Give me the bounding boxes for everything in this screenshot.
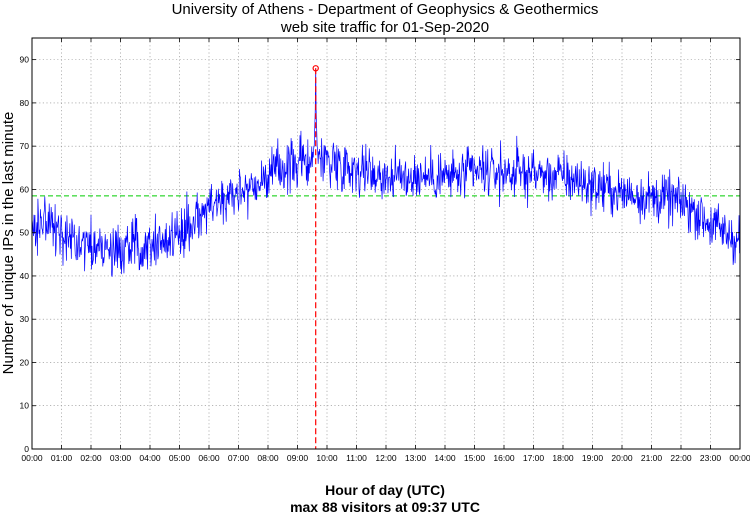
x-tick-label: 13:00 (405, 453, 427, 463)
y-tick-label: 0 (24, 444, 29, 454)
y-tick-label: 60 (20, 184, 30, 194)
chart-title: University of Athens - Department of Geo… (172, 1, 599, 18)
x-axis-ticks: 00:00 01:00 02:00 03:00 04:00 05:00 06:00 07:00… (21, 38, 750, 463)
x-tick-label: 09:00 (287, 453, 309, 463)
x-tick-label: 01:00 (51, 453, 73, 463)
max-point-marker (312, 65, 319, 72)
y-tick-label: 90 (20, 55, 30, 65)
y-tick-label: 70 (20, 141, 30, 151)
y-axis-ticks: 0 10 20 30 40 50 60 70 80 90 (20, 55, 740, 454)
x-tick-label: 18:00 (552, 453, 574, 463)
x-tick-label: 00:00 (21, 453, 43, 463)
x-axis-label: Hour of day (UTC) (325, 482, 445, 498)
max-annotation: max 88 visitors at 09:37 UTC (290, 499, 480, 515)
x-tick-label: 10:00 (316, 453, 338, 463)
x-tick-label: 20:00 (611, 453, 633, 463)
x-tick-label: 21:00 (641, 453, 663, 463)
grid-lines (31, 38, 741, 450)
y-tick-label: 30 (20, 314, 30, 324)
x-tick-label: 16:00 (493, 453, 515, 463)
x-tick-label: 19:00 (582, 453, 604, 463)
x-tick-label: 15:00 (464, 453, 486, 463)
traffic-series-line (31, 68, 741, 277)
chart-subtitle: web site traffic for 01-Sep-2020 (280, 19, 489, 36)
x-tick-label: 22:00 (670, 453, 692, 463)
x-tick-label: 07:00 (228, 453, 250, 463)
y-tick-label: 80 (20, 98, 30, 108)
y-tick-label: 20 (20, 357, 30, 367)
x-tick-label: 12:00 (375, 453, 397, 463)
x-tick-label: 11:00 (346, 453, 367, 463)
y-axis-label: Number of unique IPs in the last minute (0, 112, 17, 375)
y-tick-label: 40 (20, 271, 30, 281)
y-tick-label: 10 (20, 401, 30, 411)
x-tick-label: 04:00 (139, 453, 161, 463)
x-tick-label: 17:00 (523, 453, 545, 463)
y-tick-label: 50 (20, 228, 30, 238)
x-tick-label: 03:00 (110, 453, 132, 463)
x-tick-label: 14:00 (434, 453, 456, 463)
max-marker-group (312, 65, 319, 449)
x-tick-label: 02:00 (80, 453, 102, 463)
x-tick-label: 00:00 (729, 453, 750, 463)
x-tick-label: 06:00 (198, 453, 220, 463)
x-tick-label: 05:00 (169, 453, 191, 463)
series-group (31, 68, 741, 277)
x-tick-label: 08:00 (257, 453, 279, 463)
x-tick-label: 23:00 (700, 453, 722, 463)
